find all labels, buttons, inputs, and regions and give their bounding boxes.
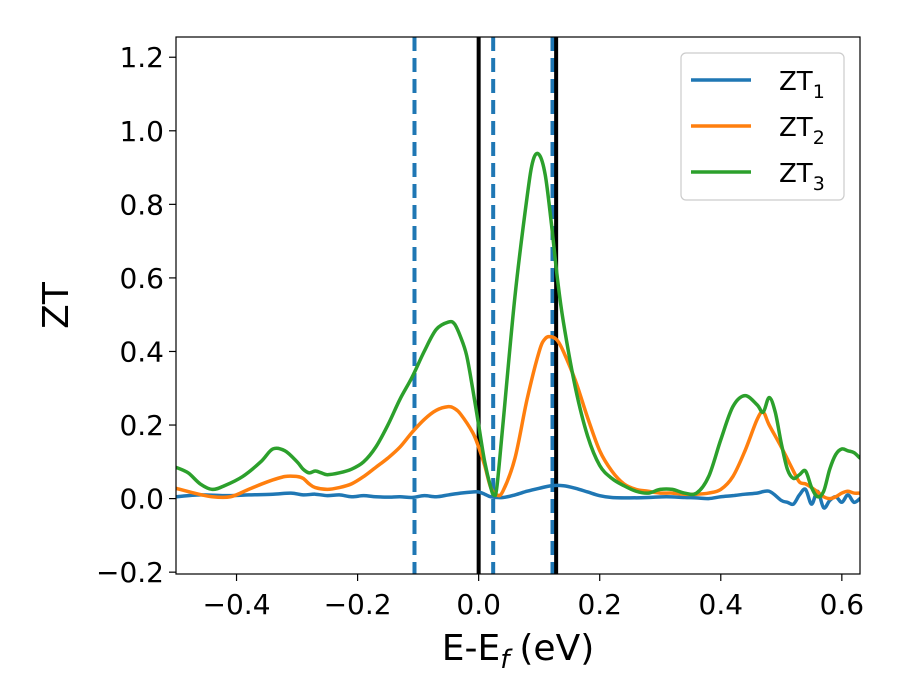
plot-frame [175, 36, 861, 575]
y-tick-label: 0.4 [119, 335, 164, 368]
x-axis-label: E-Ef (eV) [442, 628, 595, 675]
y-tick-label: −0.2 [96, 556, 164, 589]
series-line-zt1 [176, 483, 860, 510]
series-line-zt3 [176, 151, 860, 499]
y-tick-label: 0.2 [119, 409, 164, 442]
legend-label-subscript: 1 [813, 81, 825, 103]
legend-label-zt1: ZT1 [779, 67, 825, 103]
y-tick-label: 1.0 [119, 115, 164, 148]
x-tick-label: 0.2 [577, 588, 622, 621]
x-tick-label: 0.0 [456, 588, 501, 621]
legend-label-main: ZT [779, 159, 813, 189]
y-tick-label: 0.0 [119, 483, 164, 516]
x-tick-label: −0.4 [203, 588, 271, 621]
legend-label-subscript: 3 [813, 173, 825, 195]
x-axis-label-subscript: f [500, 645, 513, 675]
x-tick-label: 0.6 [820, 588, 865, 621]
y-tick-label: 0.6 [119, 262, 164, 295]
axis-ticks: −0.4 −0.2 0.0 0.2 0.4 0.6 −0.2 0.0 0.2 0.4 0.6 0.8 1… [96, 41, 864, 621]
series-group [176, 37, 860, 574]
legend-label-zt3: ZT3 [779, 159, 825, 195]
legend-label-zt2: ZT2 [779, 113, 825, 149]
x-tick-label: 0.4 [699, 588, 744, 621]
plot-area [175, 36, 861, 575]
x-axis-label-main: E-E [442, 628, 500, 669]
y-tick-label: 0.8 [119, 188, 164, 221]
y-tick-label: 1.2 [119, 41, 164, 74]
x-axis-label-unit: (eV) [519, 628, 594, 669]
legend-box [680, 52, 845, 201]
y-axis-label: ZT [36, 281, 77, 329]
x-tick-label: −0.2 [324, 588, 392, 621]
legend-label-main: ZT [779, 67, 813, 97]
legend-label-subscript: 2 [813, 127, 825, 149]
series-line-zt2 [176, 334, 860, 501]
legend-label-main: ZT [779, 113, 813, 143]
